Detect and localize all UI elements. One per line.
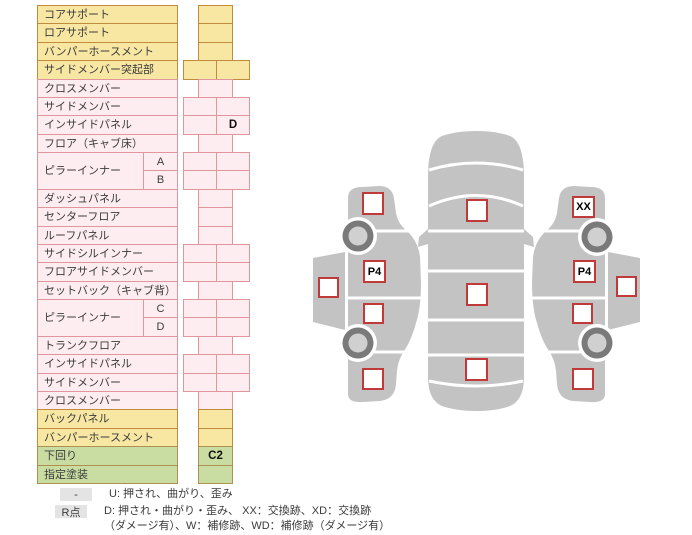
damage-grid-cell bbox=[216, 317, 250, 337]
car-left-side-view bbox=[313, 186, 421, 403]
part-label: 下回り bbox=[37, 446, 178, 466]
right-rear-wheel bbox=[578, 324, 616, 362]
damage-marker-right-front-door: P4 bbox=[573, 260, 596, 283]
damage-marker-right-rear-door bbox=[572, 303, 593, 324]
damage-grid-cell bbox=[198, 465, 233, 484]
car-top-view bbox=[418, 131, 534, 411]
damage-grid-cell bbox=[216, 60, 250, 80]
top-bumper-line bbox=[428, 161, 524, 172]
part-label: サイドメンバー突起部 bbox=[37, 60, 178, 80]
part-label: クロスメンバー bbox=[37, 391, 178, 410]
legend-key-rpoint: R点 bbox=[55, 505, 87, 519]
legend-key-minor: - bbox=[60, 488, 92, 501]
legend-rpoint-line1: D: 押され・曲がり・歪み、 XX：交換跡、XD：交換跡 bbox=[104, 505, 372, 517]
damage-grid-cell bbox=[216, 373, 250, 392]
part-label: センターフロア bbox=[37, 207, 178, 227]
left-mirror bbox=[418, 229, 428, 247]
part-label: サイドメンバー bbox=[37, 97, 178, 116]
damage-marker-right-rear-fender bbox=[572, 368, 594, 390]
part-label: サイドメンバー bbox=[37, 373, 178, 392]
legend-text-minor: U: 押され、曲がり、歪み bbox=[109, 488, 233, 500]
damage-marker-left-rear-door bbox=[363, 303, 384, 324]
part-label: インサイドパネル bbox=[37, 115, 178, 135]
damage-marker-right-front-fender: XX bbox=[572, 196, 595, 218]
damage-marker-center-front bbox=[466, 199, 488, 222]
damage-grid-mark: D bbox=[216, 115, 250, 135]
left-front-wheel bbox=[339, 217, 377, 255]
part-label: サイドシルインナー bbox=[37, 244, 178, 263]
legend: - U: 押され、曲がり、歪み R点 D: 押され・曲がり・歪み、 XX：交換跡… bbox=[55, 487, 475, 535]
part-label: ピラーインナー bbox=[37, 299, 144, 337]
part-label: クロスメンバー bbox=[37, 79, 178, 98]
part-label: トランクフロア bbox=[37, 336, 178, 355]
left-rear-wheel bbox=[339, 324, 377, 362]
legend-rpoint-line2: （ダメージ有）、W：補修跡、WD：補修跡（ダメージ有） bbox=[104, 520, 391, 532]
damage-grid-cell bbox=[216, 262, 250, 282]
legend-text-rpoint: D: 押され・曲がり・歪み、 XX：交換跡、XD：交換跡 （ダメージ有）、W：補… bbox=[104, 504, 390, 534]
part-label: 指定塗装 bbox=[37, 465, 178, 484]
damage-marker-center-middle bbox=[466, 283, 488, 306]
damage-marker-left-front-door: P4 bbox=[363, 260, 386, 283]
damage-marker-center-rear bbox=[465, 358, 488, 381]
top-rear-window-line bbox=[428, 379, 524, 388]
right-front-wheel bbox=[578, 218, 616, 256]
legend-row-minor: - U: 押され、曲がり、歪み bbox=[55, 487, 475, 502]
part-label: バンパーホースメント bbox=[37, 428, 178, 447]
damage-marker-left-sill bbox=[318, 277, 339, 298]
top-hood-line bbox=[428, 194, 524, 208]
legend-row-rpoint: R点 D: 押され・曲がり・歪み、 XX：交換跡、XD：交換跡 （ダメージ有）、… bbox=[55, 504, 475, 534]
right-mirror bbox=[524, 229, 534, 247]
part-label: バンパーホースメント bbox=[37, 42, 178, 61]
damage-marker-left-rear-fender bbox=[362, 368, 384, 390]
damage-marker-right-sill bbox=[616, 276, 637, 297]
damage-grid-cell bbox=[216, 170, 250, 190]
damage-marker-left-front-fender bbox=[362, 192, 384, 215]
part-sub-label: B bbox=[143, 170, 178, 190]
